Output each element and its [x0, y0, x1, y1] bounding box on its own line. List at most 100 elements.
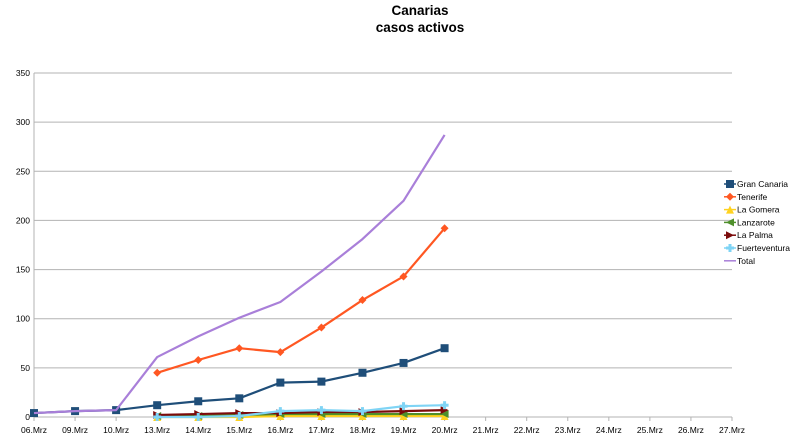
data-point: [276, 407, 285, 416]
y-tick-label: 200: [16, 215, 30, 225]
data-point: [153, 353, 162, 362]
legend-marker: [726, 244, 734, 252]
data-point: [153, 368, 162, 377]
legend-label: Gran Canaria: [737, 179, 788, 189]
legend-item: Lanzarote: [724, 217, 775, 227]
series-total: [30, 130, 449, 418]
marker-part: [443, 401, 447, 410]
series-line: [33, 347, 445, 415]
data-point: [276, 298, 285, 307]
legend-label: La Palma: [737, 230, 773, 240]
data-point: [358, 368, 367, 377]
marker-part: [360, 407, 364, 416]
chart-title: Canarias: [391, 3, 449, 18]
data-point: [358, 407, 367, 416]
data-point: [399, 402, 408, 411]
y-tick-label: 250: [16, 166, 30, 176]
legend-label: La Gomera: [737, 205, 780, 215]
x-tick-label: 14.Mrz: [185, 425, 211, 435]
data-point: [317, 323, 326, 332]
legend-item: Tenerife: [724, 192, 768, 202]
legend: Gran Canaria Tenerife La Gomera Lanzarote La…: [724, 179, 790, 266]
data-point: [194, 413, 203, 421]
data-point: [399, 196, 408, 205]
data-point: [235, 344, 244, 353]
data-point: [235, 394, 244, 403]
legend-label: Lanzarote: [737, 217, 775, 227]
data-point: [399, 272, 408, 281]
x-tick-label: 18.Mrz: [349, 425, 375, 435]
marker-part: [319, 406, 323, 415]
data-point: [440, 406, 449, 415]
data-point: [440, 130, 449, 139]
x-tick-label: 16.Mrz: [267, 425, 293, 435]
marker-part: [278, 407, 282, 416]
x-tick-label: 21.Mrz: [473, 425, 499, 435]
x-tick-label: 06.Mrz: [21, 425, 47, 435]
data-point: [30, 409, 38, 418]
data-point: [153, 413, 162, 421]
legend-item: Gran Canaria: [724, 179, 788, 189]
data-point: [71, 407, 80, 416]
x-tick-label: 27.Mrz: [719, 425, 745, 435]
series-line: [157, 409, 445, 417]
data-point: [440, 344, 449, 353]
legend-marker: [726, 231, 734, 240]
x-tick-label: 22.Mrz: [514, 425, 540, 435]
data-point: [235, 313, 244, 322]
y-tick-label: 300: [16, 117, 30, 127]
y-tick-label: 150: [16, 265, 30, 275]
legend-label: Tenerife: [737, 192, 768, 202]
x-tick-label: 15.Mrz: [226, 425, 252, 435]
data-point: [317, 406, 326, 415]
x-tick-label: 25.Mrz: [637, 425, 663, 435]
data-point: [399, 358, 408, 367]
data-point: [399, 407, 408, 416]
data-point: [358, 235, 367, 244]
legend-item: Fuerteventura: [724, 243, 790, 253]
marker-part: [196, 413, 200, 421]
data-point: [153, 401, 162, 410]
marker-part: [237, 412, 241, 421]
series-line: [157, 404, 445, 419]
data-point: [194, 355, 203, 364]
x-tick-label: 20.Mrz: [432, 425, 458, 435]
series-tenerife: [153, 224, 449, 377]
data-point: [235, 412, 244, 421]
series-gran-canaria: [30, 344, 449, 418]
series-line: [156, 227, 446, 374]
series-line: [33, 134, 446, 415]
legend-label: Total: [737, 256, 755, 266]
data-point: [276, 348, 285, 357]
y-tick-label: 0: [25, 412, 30, 422]
x-tick-label: 19.Mrz: [391, 425, 417, 435]
x-tick-label: 13.Mrz: [144, 425, 170, 435]
marker-part: [728, 244, 732, 252]
x-tick-label: 23.Mrz: [555, 425, 581, 435]
legend-label: Fuerteventura: [737, 243, 790, 253]
data-point: [112, 406, 121, 415]
legend-item: La Gomera: [724, 205, 780, 215]
x-tick-label: 26.Mrz: [678, 425, 704, 435]
y-tick-label: 350: [16, 68, 30, 78]
legend-marker: [726, 218, 734, 227]
legend-marker: [726, 205, 734, 214]
y-tick-label: 100: [16, 314, 30, 324]
x-tick-label: 17.Mrz: [308, 425, 334, 435]
legend-item: La Palma: [724, 230, 773, 240]
data-point: [440, 401, 449, 410]
data-point: [440, 410, 449, 419]
x-tick-label: 24.Mrz: [596, 425, 622, 435]
chart-subtitle: casos activos: [375, 20, 465, 35]
data-point: [440, 224, 449, 233]
data-point: [194, 332, 203, 341]
data-point: [276, 378, 285, 387]
data-point: [317, 377, 326, 386]
legend-marker: [726, 192, 734, 201]
data-point: [317, 267, 326, 276]
legend-item: Total: [724, 256, 755, 266]
marker-part: [155, 413, 159, 421]
series-fuerteventura: [153, 401, 449, 421]
y-tick-label: 50: [21, 363, 31, 373]
